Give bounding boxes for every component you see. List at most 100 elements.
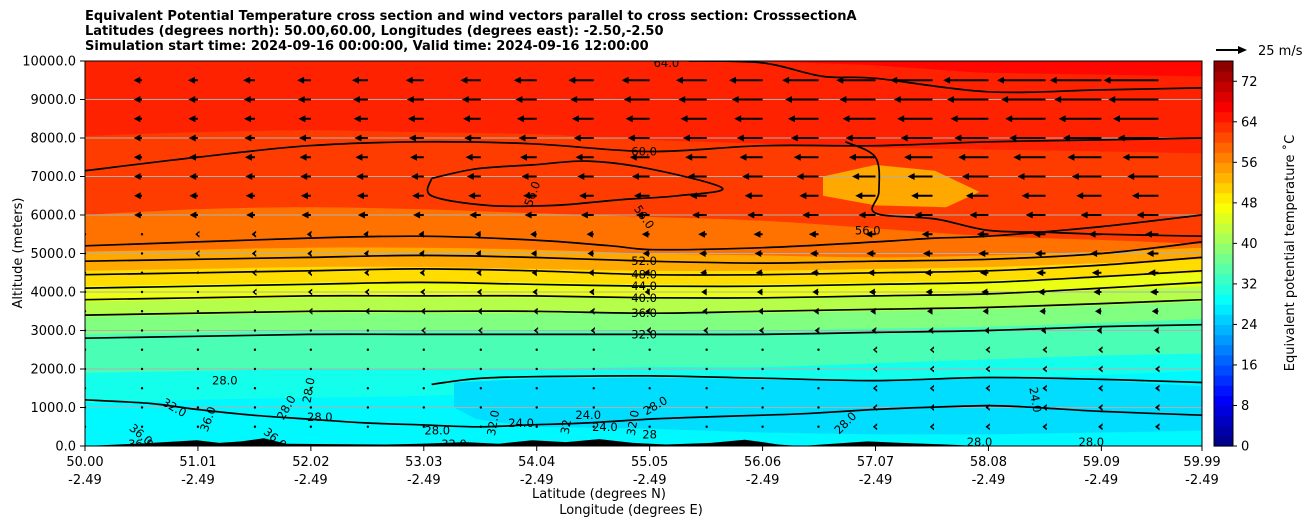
- wind-vector: [1146, 250, 1159, 257]
- wind-vector: [1098, 384, 1103, 392]
- contour-label: 44.0: [631, 279, 657, 293]
- wind-vector: [985, 384, 990, 392]
- contour-label: 32.0: [624, 409, 642, 437]
- wind-vector: [475, 250, 481, 257]
- wind-vectors: [78, 76, 1160, 431]
- wind-vector: [196, 406, 200, 409]
- y-tick-label: 1000.0: [31, 401, 77, 416]
- wind-vector: [1155, 423, 1160, 431]
- contour-label: 24.0: [508, 416, 534, 430]
- colorbar-segment: [1214, 142, 1233, 153]
- contour-label: 28.0: [424, 424, 450, 438]
- wind-vector: [188, 153, 198, 161]
- wind-vector: [196, 425, 200, 428]
- wind-vector: [140, 329, 144, 332]
- wind-vector: [419, 269, 425, 277]
- wind-vector: [692, 211, 707, 219]
- wind-vector: [872, 365, 878, 373]
- wind-vector: [685, 153, 707, 161]
- y-tick-label: 5000.0: [31, 247, 77, 262]
- wind-vector: [867, 269, 876, 277]
- wind-vector: [755, 269, 763, 277]
- wind-vector: [870, 307, 876, 315]
- wind-vector: [1090, 250, 1102, 257]
- wind-vector: [253, 425, 257, 428]
- wind-vector: [997, 76, 1046, 84]
- wind-vector: [842, 115, 876, 123]
- wind-vector: [705, 406, 708, 409]
- contour-label-group: 60.0: [631, 145, 657, 159]
- wind-vector: [253, 406, 257, 409]
- wind-vector: [705, 425, 708, 428]
- contour-label-group: 32.0: [624, 409, 642, 437]
- wind-vector: [140, 310, 144, 313]
- wind-vector: [307, 288, 313, 296]
- contour-label: 40.0: [631, 291, 657, 305]
- wind-vector: [678, 96, 707, 103]
- x-tick-label-lat: 55.05: [631, 455, 668, 470]
- wind-vector: [188, 134, 198, 142]
- wind-vector: [1042, 404, 1047, 411]
- x-tick-label-lat: 57.07: [857, 455, 894, 470]
- wind-vector: [366, 387, 370, 390]
- contour-label-group: 36.0: [128, 437, 154, 446]
- contour-label-group: 52.0: [631, 254, 657, 268]
- colorbar-segment: [1214, 263, 1233, 275]
- wind-vector: [134, 192, 142, 200]
- wind-vector: [625, 115, 650, 123]
- wind-vector: [1155, 384, 1160, 392]
- wind-vector: [872, 384, 878, 392]
- contour-line: [426, 160, 724, 208]
- wind-vector: [808, 230, 819, 238]
- wind-vector: [140, 387, 144, 390]
- wind-vector: [300, 173, 311, 180]
- colorbar-segment: [1214, 212, 1233, 224]
- wind-vector: [621, 76, 650, 84]
- wind-vector: [533, 307, 538, 315]
- wind-vector: [299, 153, 311, 161]
- colorbar-segment: [1214, 61, 1233, 72]
- wind-vector: [363, 230, 369, 238]
- wind-vector: [929, 384, 934, 392]
- wind-vector: [366, 406, 370, 409]
- y-tick-label: 4000.0: [31, 286, 77, 301]
- wind-vector: [739, 153, 763, 161]
- wind-vector: [420, 288, 425, 296]
- contour-label: 56.0: [855, 223, 881, 237]
- wind-vector: [641, 230, 650, 238]
- wind-vector: [1108, 96, 1159, 103]
- wind-vector: [134, 211, 142, 219]
- colorbar-segment: [1214, 344, 1233, 356]
- wind-vector: [245, 192, 255, 200]
- wind-vector: [575, 153, 594, 161]
- wind-vector: [761, 406, 764, 409]
- wind-vector: [479, 367, 483, 371]
- colorbar-tick-label: 40: [1241, 237, 1258, 252]
- wind-vector: [78, 115, 86, 122]
- wind-vector: [787, 115, 819, 123]
- colorbar-segment: [1214, 192, 1233, 204]
- x-tick-label-lon: -2.49: [181, 473, 215, 488]
- wind-vector: [753, 230, 763, 238]
- wind-vector: [687, 173, 707, 180]
- wind-vector: [866, 250, 876, 257]
- wind-vector: [689, 192, 707, 200]
- wind-vector: [188, 115, 198, 123]
- contour-label: 28.0: [967, 435, 993, 449]
- wind-vector: [357, 192, 368, 200]
- y-tick-label: 2000.0: [31, 363, 77, 378]
- wind-vector: [592, 406, 595, 409]
- wind-vector: [1021, 192, 1046, 200]
- wind-vector: [568, 76, 594, 84]
- wind-vector: [928, 327, 934, 334]
- contour-label: 32: [558, 418, 574, 435]
- wind-vector: [984, 327, 989, 334]
- wind-vector: [1042, 365, 1047, 373]
- wind-vector: [78, 154, 86, 161]
- wind-vector: [1063, 134, 1102, 142]
- wind-vector: [1150, 288, 1159, 296]
- x-tick-label-lat: 50.00: [66, 455, 103, 470]
- contour-label: 28.0: [307, 410, 333, 424]
- wind-vector: [411, 173, 424, 180]
